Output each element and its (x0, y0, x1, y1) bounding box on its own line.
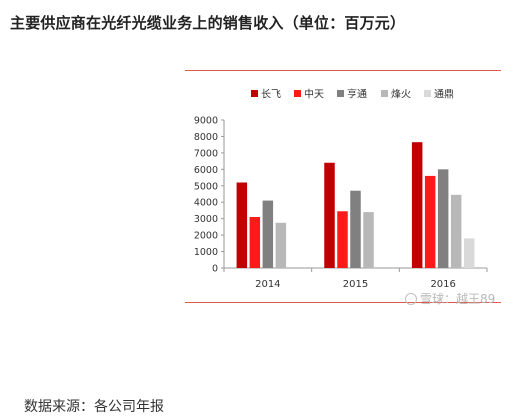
chart-panel: 长飞 中天 亨通 烽火 通鼎 0 1000 2000 3000 4000 5000 6000 7000 8… (185, 70, 501, 305)
legend-swatch-0 (251, 90, 258, 97)
bar-chart: 长飞 中天 亨通 烽火 通鼎 0 1000 2000 3000 4000 5000 6000 7000 8… (194, 88, 488, 290)
legend-label-1: 中天 (304, 88, 324, 101)
legend-label-0: 长飞 (261, 89, 281, 101)
bar-亨通-2014 (262, 200, 274, 268)
page-title: 主要供应商在光纤光缆业务上的销售收入（单位：百万元） (10, 14, 406, 32)
legend-swatch-4 (424, 90, 431, 97)
legend-label-4: 通鼎 (434, 89, 454, 101)
bar-长飞-2016 (411, 142, 423, 268)
bar-长飞-2014 (236, 182, 248, 268)
watermark: 雪球：越王89 (405, 290, 495, 307)
bar-中天-2015 (337, 211, 348, 268)
y-tick-label-6: 6000 (194, 165, 218, 176)
y-tick-label-3: 3000 (194, 214, 218, 225)
y-tick-label-4: 4000 (194, 198, 218, 209)
y-tick-label-1: 1000 (194, 247, 218, 258)
bar-烽火-2015 (363, 212, 374, 268)
x-tick-label-0: 2014 (255, 279, 280, 290)
snowball-logo-icon (405, 293, 417, 305)
x-tick-label-1: 2015 (343, 279, 368, 290)
bar-亨通-2015 (350, 190, 361, 268)
bar-通鼎-2016 (463, 238, 475, 268)
y-tick-label-8: 8000 (194, 132, 218, 143)
watermark-text: 雪球：越王89 (420, 292, 496, 306)
bar-亨通-2016 (437, 169, 449, 268)
y-tick-label-2: 2000 (194, 231, 218, 242)
y-tick-label-5: 5000 (194, 181, 218, 192)
source-note: 数据来源：各公司年报 (24, 399, 164, 415)
y-tick-label-7: 7000 (194, 148, 218, 159)
bar-烽火-2016 (450, 194, 462, 268)
bar-长飞-2015 (324, 162, 335, 268)
top-divider (185, 70, 501, 71)
legend-swatch-2 (337, 90, 344, 97)
legend-swatch-1 (294, 90, 301, 97)
legend-swatch-3 (381, 90, 388, 97)
legend-label-2: 亨通 (347, 88, 367, 101)
bar-中天-2016 (424, 175, 436, 268)
bottom-divider (185, 302, 501, 303)
legend-label-3: 烽火 (391, 88, 411, 101)
bar-烽火-2014 (275, 222, 287, 268)
bar-中天-2014 (249, 217, 261, 268)
y-tick-label-9: 9000 (194, 116, 218, 127)
y-tick-label-0: 0 (212, 264, 218, 275)
x-tick-label-2: 2016 (430, 279, 455, 290)
